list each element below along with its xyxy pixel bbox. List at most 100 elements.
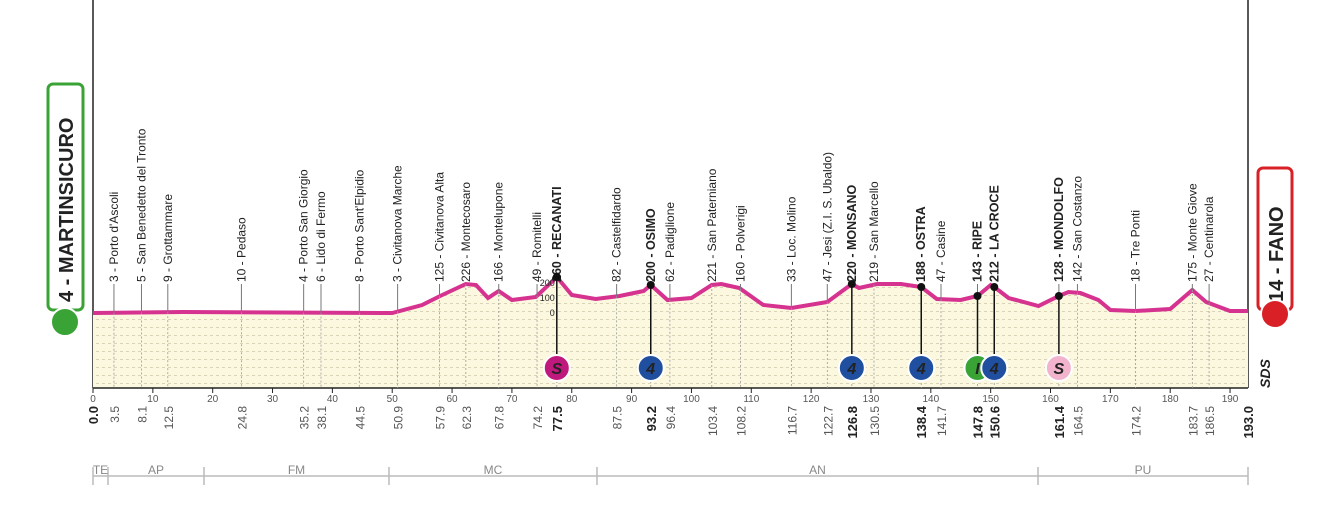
x-tick-label: 150 xyxy=(982,394,999,405)
km-label: 186.5 xyxy=(1203,406,1217,436)
km-label: 150.6 xyxy=(987,406,1002,439)
waypoint-name: 142 - San Costanzo xyxy=(1070,176,1084,282)
waypoint-name: 188 - OSTRA xyxy=(914,206,928,282)
badge-label: I xyxy=(975,361,980,378)
x-tick-label: 140 xyxy=(922,394,939,405)
waypoint-name: 3 - Porto d'Ascoli xyxy=(107,192,121,282)
x-tick-label: 20 xyxy=(207,394,219,405)
scale-label: 0 xyxy=(550,308,555,318)
waypoint-name: 3 - Civitanova Marche xyxy=(391,165,405,282)
waypoint-name: 4 - Porto San Giorgio xyxy=(297,169,311,282)
km-label: 122.7 xyxy=(821,406,835,436)
badge-label: 4 xyxy=(846,361,856,378)
km-label: 193.0 xyxy=(1241,406,1256,439)
waypoint-name: 143 - RIPE xyxy=(971,221,985,282)
badge-label: S xyxy=(1054,361,1065,378)
x-tick-label: 50 xyxy=(387,394,399,405)
region-label: AN xyxy=(809,463,826,477)
km-label: 3.5 xyxy=(108,406,122,423)
waypoint-name: 220 - MONSANO xyxy=(845,184,859,282)
region-label: TE xyxy=(93,463,108,477)
waypoint-name: 6 - Lido di Fermo xyxy=(314,191,328,282)
km-label: 77.5 xyxy=(550,406,565,431)
waypoint-name: 47 - Jesi (Z.I. S. Ubaldo) xyxy=(820,152,834,282)
x-tick-label: 180 xyxy=(1162,394,1179,405)
scale-label: 100 xyxy=(540,293,555,303)
waypoint-name: 8 - Porto Sant'Elpidio xyxy=(352,169,366,282)
km-label: 164.5 xyxy=(1071,406,1085,436)
badge-label: 4 xyxy=(645,361,655,378)
badge xyxy=(907,354,936,382)
waypoint-name: 160 - Polverigi xyxy=(734,205,748,282)
km-label: 147.8 xyxy=(971,406,986,439)
waypoint-name: 49 - Romitelli xyxy=(530,212,544,282)
waypoint-name: 9 - Grottammare xyxy=(161,194,175,282)
region-label: PU xyxy=(1135,463,1152,477)
x-tick-label: 0 xyxy=(90,394,96,405)
waypoint-name: 62 - Padiglione xyxy=(663,202,677,282)
km-label: 67.8 xyxy=(493,406,507,430)
km-label: 93.2 xyxy=(644,406,659,431)
profile-line xyxy=(92,274,1248,316)
x-tick-label: 10 xyxy=(147,394,159,405)
km-label: 108.2 xyxy=(735,406,749,436)
x-tick-label: 80 xyxy=(566,394,578,405)
km-label: 35.2 xyxy=(298,406,312,430)
km-label: 44.5 xyxy=(353,406,367,430)
profile-fill xyxy=(93,277,1248,388)
x-tick-label: 120 xyxy=(803,394,820,405)
waypoint-name: 221 - San Paterniano xyxy=(705,168,719,282)
waypoint-name: 219 - San Marcello xyxy=(867,181,881,282)
badge-label: S xyxy=(551,361,562,378)
waypoint-name: 166 - Montelupone xyxy=(492,182,506,282)
km-label: 96.4 xyxy=(664,406,678,430)
km-label: 62.3 xyxy=(460,406,474,430)
x-tick-label: 70 xyxy=(506,394,518,405)
badge xyxy=(636,354,665,382)
x-tick-label: 30 xyxy=(267,394,279,405)
waypoint-name: 33 - Loc. Molino xyxy=(784,196,798,282)
km-label: 126.8 xyxy=(845,406,860,439)
km-label: 141.7 xyxy=(935,406,949,436)
waypoint-name: 226 - Montecosaro xyxy=(459,182,473,282)
x-tick-label: 130 xyxy=(863,394,880,405)
x-tick-label: 100 xyxy=(683,394,700,405)
waypoint-name: 27 - Centinarola xyxy=(1202,196,1216,282)
x-tick-label: 170 xyxy=(1102,394,1119,405)
km-label: 50.9 xyxy=(392,406,406,430)
x-tick-label: 40 xyxy=(327,394,339,405)
waypoint-name: 175 - Monte Giove xyxy=(1185,183,1199,282)
region-label: MC xyxy=(484,463,503,477)
badge xyxy=(542,354,571,382)
waypoint-name: 5 - San Benedetto del Tronto xyxy=(134,128,148,282)
waypoint-name: 82 - Castelfidardo xyxy=(610,187,624,282)
scale-label: 200 xyxy=(540,278,555,288)
waypoint-name: 260 - RECANATI xyxy=(550,186,564,282)
km-label: 57.9 xyxy=(434,406,448,430)
km-label: 130.5 xyxy=(868,406,882,436)
waypoint-name: 200 - OSIMO xyxy=(644,208,658,282)
x-tick-label: 60 xyxy=(447,394,459,405)
km-label: 183.7 xyxy=(1186,406,1200,436)
start-icon xyxy=(50,307,80,337)
region-label: AP xyxy=(148,463,164,477)
finish-icon xyxy=(1260,299,1290,329)
km-label: 87.5 xyxy=(611,406,625,430)
badge-label: 4 xyxy=(989,361,999,378)
logo: SDS xyxy=(1257,359,1273,388)
km-label: 38.1 xyxy=(315,406,329,430)
waypoint-name: 128 - MONDOLFO xyxy=(1052,177,1066,282)
km-label: 74.2 xyxy=(531,406,545,430)
x-tick-label: 160 xyxy=(1042,394,1059,405)
badge xyxy=(1044,354,1073,382)
waypoint-name: 10 - Pedaso xyxy=(234,217,248,282)
km-label: 0.0 xyxy=(86,406,101,424)
region-label: FM xyxy=(288,463,305,477)
km-label: 161.4 xyxy=(1052,405,1067,438)
badge xyxy=(980,354,1009,382)
x-tick-label: 190 xyxy=(1222,394,1239,405)
x-tick-label: 90 xyxy=(626,394,638,405)
waypoint-name: 212 - LA CROCE xyxy=(987,185,1001,282)
start-name: 4 - MARTINSICURO xyxy=(56,118,78,302)
waypoint-name: 18 - Tre Ponti xyxy=(1128,210,1142,282)
